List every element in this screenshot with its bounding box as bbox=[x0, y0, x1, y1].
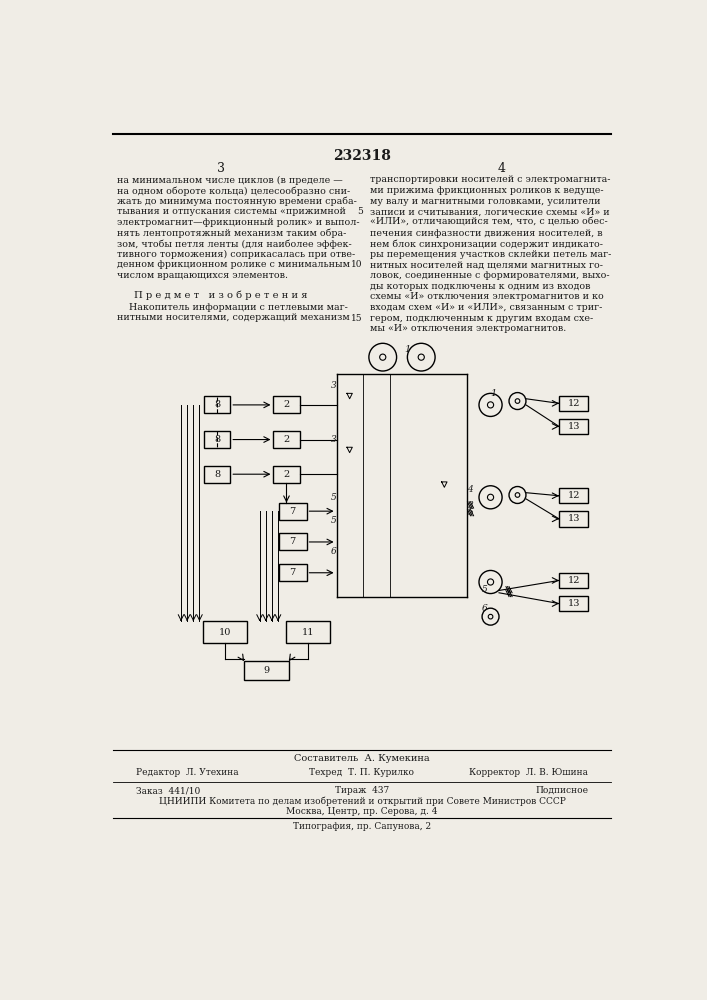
Text: нять лентопротяжный механизм таким обра-: нять лентопротяжный механизм таким обра- bbox=[117, 229, 346, 238]
Text: 5: 5 bbox=[357, 207, 363, 216]
Text: записи и считывания, логические схемы «И» и: записи и считывания, логические схемы «И… bbox=[370, 207, 609, 216]
Text: 11: 11 bbox=[302, 628, 315, 637]
Text: электромагнит—фрикционный ролик» и выпол-: электромагнит—фрикционный ролик» и выпол… bbox=[117, 218, 360, 227]
Bar bbox=[279, 503, 307, 520]
Text: Тираж  437: Тираж 437 bbox=[335, 786, 389, 795]
Text: ЦНИИПИ Комитета по делам изобретений и открытий при Совете Министров СССР: ЦНИИПИ Комитета по делам изобретений и о… bbox=[158, 797, 566, 806]
Bar bbox=[559, 573, 588, 588]
Text: Накопитель информации с петлевыми маг-: Накопитель информации с петлевыми маг- bbox=[117, 303, 348, 312]
Bar bbox=[274, 396, 300, 413]
Text: Москва, Центр, пр. Серова, д. 4: Москва, Центр, пр. Серова, д. 4 bbox=[286, 807, 438, 816]
Bar bbox=[559, 511, 588, 527]
Text: ловок, соединенные с формирователями, выхо-: ловок, соединенные с формирователями, вы… bbox=[370, 271, 609, 280]
Text: 12: 12 bbox=[568, 576, 580, 585]
Text: нитными носителями, содержащий механизм: нитными носителями, содержащий механизм bbox=[117, 313, 350, 322]
Text: Подписное: Подписное bbox=[535, 786, 588, 795]
Text: 10: 10 bbox=[351, 260, 363, 269]
Text: 3: 3 bbox=[331, 435, 337, 444]
Text: 3: 3 bbox=[467, 500, 473, 510]
Text: 13: 13 bbox=[568, 422, 580, 431]
Text: нитных носителей над щелями магнитных го-: нитных носителей над щелями магнитных го… bbox=[370, 260, 602, 269]
Bar bbox=[274, 431, 300, 448]
Text: Типография, пр. Сапунова, 2: Типография, пр. Сапунова, 2 bbox=[293, 822, 431, 831]
Text: входам схем «И» и «ИЛИ», связанным с триг-: входам схем «И» и «ИЛИ», связанным с три… bbox=[370, 303, 602, 312]
Text: 6: 6 bbox=[331, 547, 337, 556]
Text: 5: 5 bbox=[331, 516, 337, 525]
Text: 12: 12 bbox=[568, 491, 580, 500]
Bar bbox=[274, 466, 300, 483]
Text: печения синфазности движения носителей, в: печения синфазности движения носителей, … bbox=[370, 229, 602, 238]
Text: жать до минимума постоянную времени сраба-: жать до минимума постоянную времени сраб… bbox=[117, 197, 357, 206]
Text: зом, чтобы петля ленты (для наиболее эффек-: зом, чтобы петля ленты (для наиболее эфф… bbox=[117, 239, 352, 249]
Text: 9: 9 bbox=[264, 666, 269, 675]
Text: 2: 2 bbox=[284, 470, 290, 479]
Text: ды которых подключены к одним из входов: ды которых подключены к одним из входов bbox=[370, 282, 590, 291]
Text: 232318: 232318 bbox=[333, 149, 391, 163]
Text: схемы «И» отключения электромагнитов и ко: схемы «И» отключения электромагнитов и к… bbox=[370, 292, 603, 301]
Bar bbox=[279, 533, 307, 550]
Bar bbox=[559, 419, 588, 434]
Text: тывания и отпускания системы «прижимной: тывания и отпускания системы «прижимной bbox=[117, 207, 346, 216]
Text: мы «И» отключения электромагнитов.: мы «И» отключения электромагнитов. bbox=[370, 324, 566, 333]
Text: Корректор  Л. В. Юшина: Корректор Л. В. Юшина bbox=[469, 768, 588, 777]
Text: гером, подключенным к другим входам схе-: гером, подключенным к другим входам схе- bbox=[370, 314, 593, 323]
Text: 5: 5 bbox=[331, 493, 337, 502]
Bar bbox=[559, 488, 588, 503]
Bar bbox=[279, 564, 307, 581]
Bar bbox=[203, 621, 247, 643]
Text: 7: 7 bbox=[290, 507, 296, 516]
Text: 13: 13 bbox=[568, 599, 580, 608]
Text: 7: 7 bbox=[290, 568, 296, 577]
Text: «ИЛИ», отличающийся тем, что, с целью обес-: «ИЛИ», отличающийся тем, что, с целью об… bbox=[370, 218, 607, 227]
Bar bbox=[244, 661, 288, 680]
Text: 6: 6 bbox=[481, 604, 487, 613]
Text: Техред  Т. П. Курилко: Техред Т. П. Курилко bbox=[310, 768, 414, 777]
Text: числом вращающихся элементов.: числом вращающихся элементов. bbox=[117, 271, 288, 280]
Text: 3: 3 bbox=[331, 381, 337, 390]
Bar bbox=[559, 596, 588, 611]
Text: Заказ  441/10: Заказ 441/10 bbox=[136, 786, 201, 795]
Bar bbox=[204, 396, 230, 413]
Text: Редактор  Л. Утехина: Редактор Л. Утехина bbox=[136, 768, 239, 777]
Text: Составитель  А. Кумекина: Составитель А. Кумекина bbox=[294, 754, 430, 763]
Text: 12: 12 bbox=[568, 399, 580, 408]
Text: му валу и магнитными головками, усилители: му валу и магнитными головками, усилител… bbox=[370, 197, 600, 206]
Text: 10: 10 bbox=[218, 628, 231, 637]
Text: нем блок синхронизации содержит индикато-: нем блок синхронизации содержит индикато… bbox=[370, 239, 602, 249]
Text: тивного торможения) соприкасалась при отве-: тивного торможения) соприкасалась при от… bbox=[117, 250, 356, 259]
Text: 5: 5 bbox=[467, 508, 473, 517]
Text: 15: 15 bbox=[351, 314, 363, 323]
Bar bbox=[286, 621, 330, 643]
Text: 4: 4 bbox=[467, 485, 473, 494]
Text: 3: 3 bbox=[217, 162, 225, 175]
Text: 2: 2 bbox=[284, 400, 290, 409]
Text: 13: 13 bbox=[568, 514, 580, 523]
Text: 5: 5 bbox=[481, 585, 487, 594]
Text: 7: 7 bbox=[290, 537, 296, 546]
Text: на одном обороте кольца) целесообразно сни-: на одном обороте кольца) целесообразно с… bbox=[117, 186, 351, 196]
Text: 8: 8 bbox=[214, 400, 221, 409]
Text: ми прижима фрикционных роликов к ведуще-: ми прижима фрикционных роликов к ведуще- bbox=[370, 186, 603, 195]
Text: 4: 4 bbox=[498, 162, 506, 175]
Text: 8: 8 bbox=[214, 435, 221, 444]
Text: П р е д м е т   и з о б р е т е н и я: П р е д м е т и з о б р е т е н и я bbox=[134, 290, 308, 300]
Text: денном фрикционном ролике с минимальным: денном фрикционном ролике с минимальным bbox=[117, 260, 350, 269]
Bar bbox=[559, 396, 588, 411]
Bar bbox=[204, 466, 230, 483]
Text: 1: 1 bbox=[404, 345, 411, 354]
Text: 2: 2 bbox=[284, 435, 290, 444]
Text: ры перемещения участков склейки петель маг-: ры перемещения участков склейки петель м… bbox=[370, 250, 611, 259]
Bar bbox=[204, 431, 230, 448]
Text: 1: 1 bbox=[491, 389, 497, 398]
Text: 8: 8 bbox=[214, 470, 221, 479]
Text: транспортировки носителей с электромагнита-: транспортировки носителей с электромагни… bbox=[370, 175, 610, 184]
Text: на минимальном числе циклов (в пределе —: на минимальном числе циклов (в пределе — bbox=[117, 175, 343, 185]
